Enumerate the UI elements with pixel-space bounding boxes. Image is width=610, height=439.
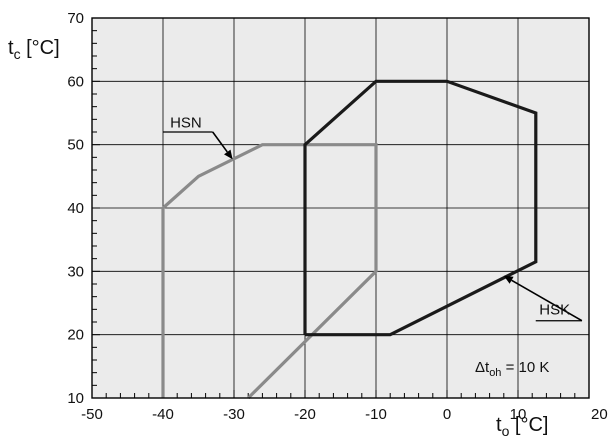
x-tick-label: 10	[510, 406, 527, 423]
annotation-label-hsn: HSN	[170, 115, 202, 132]
x-axis-title-unit: [°C]	[509, 414, 548, 436]
y-axis-title-unit: [°C]	[21, 37, 60, 59]
y-tick-label: 20	[67, 327, 84, 344]
series-layer	[161, 79, 538, 400]
annotation-pointer-hsn	[212, 131, 228, 153]
x-tick-label-20: 20	[591, 406, 608, 423]
series-line-hsk	[303, 79, 538, 337]
y-tick-label: 30	[67, 263, 84, 280]
superheat-note-delta: Δt	[475, 359, 490, 376]
y-axis-title-sub: c	[14, 46, 21, 62]
y-axis-title-main: t	[8, 37, 14, 59]
superheat-note-rest: = 10 K	[501, 359, 549, 376]
x-tick-label: -30	[223, 406, 245, 423]
annotation-pointer-hsk	[511, 279, 583, 322]
y-tick-label: 70	[67, 10, 84, 27]
annotation-arrowhead-hsn	[224, 149, 233, 160]
y-tick-label: 50	[67, 137, 84, 154]
y-tick-labels: 10 20 30 40 50 60 70	[67, 10, 84, 407]
annotation-label-hsk: HSK	[539, 301, 570, 318]
x-tick-label: -10	[365, 406, 387, 423]
y-tick-label: 10	[67, 390, 84, 407]
superheat-note-sub: oh	[489, 367, 501, 379]
y-tick-label: 40	[67, 200, 84, 217]
x-tick-label: -50	[81, 406, 103, 423]
x-tick-label: 0	[443, 406, 451, 423]
annotation-layer: HSN HSK	[163, 115, 583, 322]
series-line-hsn	[161, 143, 378, 400]
annotation-arrowhead-hsk	[503, 275, 514, 284]
x-axis-title-sub: o	[502, 423, 510, 439]
y-axis-title: tc [°C]	[8, 37, 60, 62]
x-axis-title-main: t	[496, 414, 502, 436]
x-axis-title: to [°C]	[496, 414, 548, 439]
y-tick-label: 60	[67, 73, 84, 90]
x-tick-labels: -50 -40 -30 -20 -10 0 10	[81, 406, 526, 423]
x-tick-label: -40	[152, 406, 174, 423]
x-tick-label: -20	[294, 406, 316, 423]
superheat-note: Δtoh = 10 K	[475, 359, 549, 379]
plot-frame	[91, 17, 590, 399]
